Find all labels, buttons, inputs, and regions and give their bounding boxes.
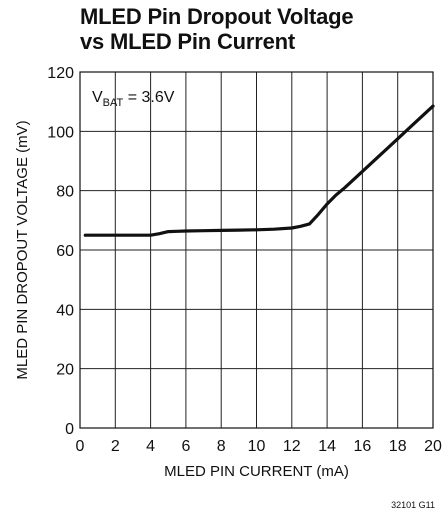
x-tick-label: 10 [248, 438, 266, 455]
x-tick-label: 12 [283, 438, 301, 455]
y-tick-label: 80 [56, 184, 74, 201]
annotation-rest: = 3.6V [123, 89, 174, 106]
y-tick-label: 100 [47, 124, 74, 141]
x-tick-label: 4 [146, 438, 155, 455]
y-tick-label: 20 [56, 362, 74, 379]
annotation-subscript: BAT [103, 97, 124, 109]
x-tick-label: 20 [424, 438, 442, 455]
chart-title-line2: vs MLED Pin Current [80, 29, 296, 54]
chart-title-line1: MLED Pin Dropout Voltage [80, 4, 354, 29]
plot-frame [79, 71, 434, 429]
vbat-annotation: VBAT = 3.6V [92, 89, 175, 109]
x-tick-label: 0 [76, 438, 85, 455]
series-line [83, 104, 435, 237]
y-tick-label: 40 [56, 302, 74, 319]
gridlines [79, 71, 434, 429]
x-tick-label: 16 [354, 438, 372, 455]
x-tick-label: 6 [181, 438, 190, 455]
x-tick-label: 2 [111, 438, 120, 455]
y-tick-labels: 0 20 40 60 80 100 120 [47, 65, 74, 438]
y-tick-label: 0 [65, 421, 74, 438]
x-tick-label: 18 [389, 438, 407, 455]
y-axis-label: MLED PIN DROPOUT VOLTAGE (mV) [14, 120, 31, 379]
x-tick-labels: 0 2 4 6 8 10 12 14 16 18 20 [76, 438, 442, 455]
x-axis-label: MLED PIN CURRENT (mA) [164, 463, 349, 480]
x-tick-label: 14 [318, 438, 336, 455]
annotation-main: V [92, 89, 103, 106]
x-tick-label: 8 [217, 438, 226, 455]
y-tick-label: 60 [56, 243, 74, 260]
y-tick-label: 120 [47, 65, 74, 82]
figure-id: 32101 G11 [391, 500, 435, 510]
chart-title: MLED Pin Dropout Voltage vs MLED Pin Cur… [80, 4, 440, 54]
